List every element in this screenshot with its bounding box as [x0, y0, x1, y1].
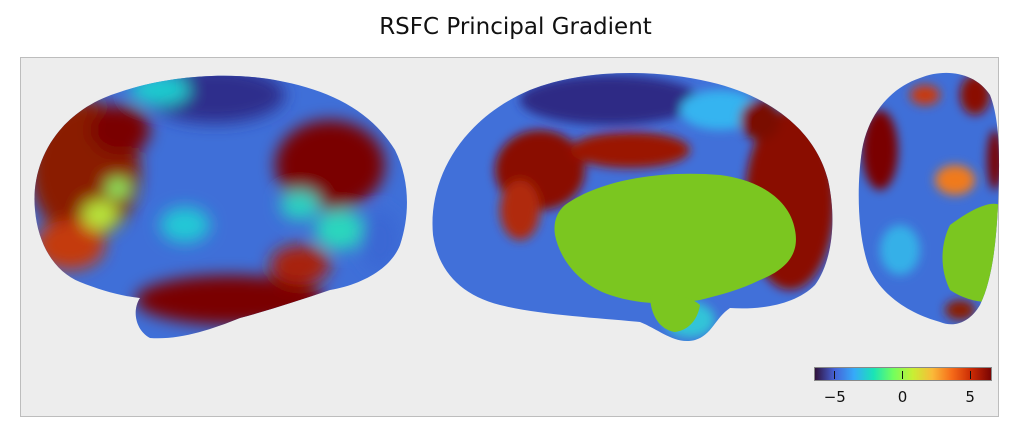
figure-title: RSFC Principal Gradient: [379, 14, 652, 40]
third-hemisphere-view: [858, 72, 1000, 325]
colorbar-tick-label: 5: [965, 388, 975, 406]
colorbar-tick-label: 0: [897, 388, 908, 406]
colorbar-tick: [834, 371, 836, 379]
medial-hemisphere: [432, 72, 833, 341]
colorbar-tick: [902, 371, 903, 379]
lateral-hemisphere: [34, 75, 407, 339]
colorbar: −5 0 5: [812, 366, 992, 411]
colorbar-tick: [969, 371, 971, 379]
colorbar-tick-label: −5: [823, 388, 846, 406]
colorbar-gradient: [814, 367, 992, 381]
